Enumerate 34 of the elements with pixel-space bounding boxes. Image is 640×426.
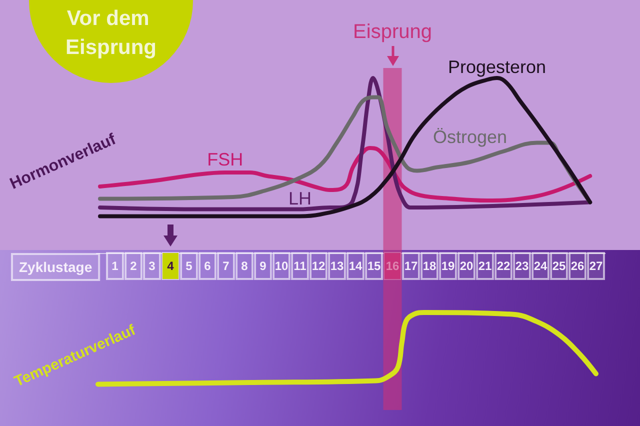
x-tick-label: 4 bbox=[167, 259, 174, 273]
series-label: Progesteron bbox=[448, 57, 546, 77]
x-tick-label: 7 bbox=[222, 259, 230, 273]
x-tick-label: 18 bbox=[422, 259, 436, 273]
x-tick-label: 15 bbox=[367, 259, 381, 273]
x-tick-label: 22 bbox=[496, 259, 510, 273]
x-tick-label: 11 bbox=[294, 259, 307, 273]
x-tick-label: 2 bbox=[130, 259, 138, 273]
x-tick-label: 23 bbox=[515, 259, 529, 273]
x-tick-label: 10 bbox=[274, 259, 288, 273]
x-tick-label: 13 bbox=[330, 259, 344, 273]
x-tick-label: 6 bbox=[204, 259, 212, 273]
x-tick-label: 3 bbox=[148, 259, 156, 273]
x-tick-label: 24 bbox=[534, 259, 548, 273]
series-label: FSH bbox=[207, 150, 244, 170]
x-tick-label: 20 bbox=[460, 259, 474, 273]
x-axis-title: Zyklustage bbox=[18, 259, 92, 275]
x-tick-label: 19 bbox=[441, 259, 455, 273]
x-tick-label: 9 bbox=[260, 259, 267, 273]
series-label: LH bbox=[288, 188, 312, 208]
series-label: Östrogen bbox=[432, 127, 508, 147]
chart-title: Vor dem Eisprung bbox=[65, 7, 157, 59]
x-tick-label: 26 bbox=[570, 259, 584, 273]
x-tick-label: 21 bbox=[478, 259, 492, 273]
x-tick-label: 12 bbox=[312, 259, 326, 273]
x-tick-label: 14 bbox=[348, 259, 362, 273]
x-tick-label: 8 bbox=[241, 259, 248, 273]
x-tick-label: 17 bbox=[404, 259, 418, 273]
x-tick-label: 16 bbox=[386, 259, 400, 273]
band-label: Eisprung bbox=[353, 21, 432, 43]
x-tick-label: 27 bbox=[589, 259, 603, 273]
x-tick-label: 1 bbox=[112, 259, 119, 273]
x-tick-label: 5 bbox=[186, 259, 193, 273]
x-tick-label: 25 bbox=[552, 259, 566, 273]
